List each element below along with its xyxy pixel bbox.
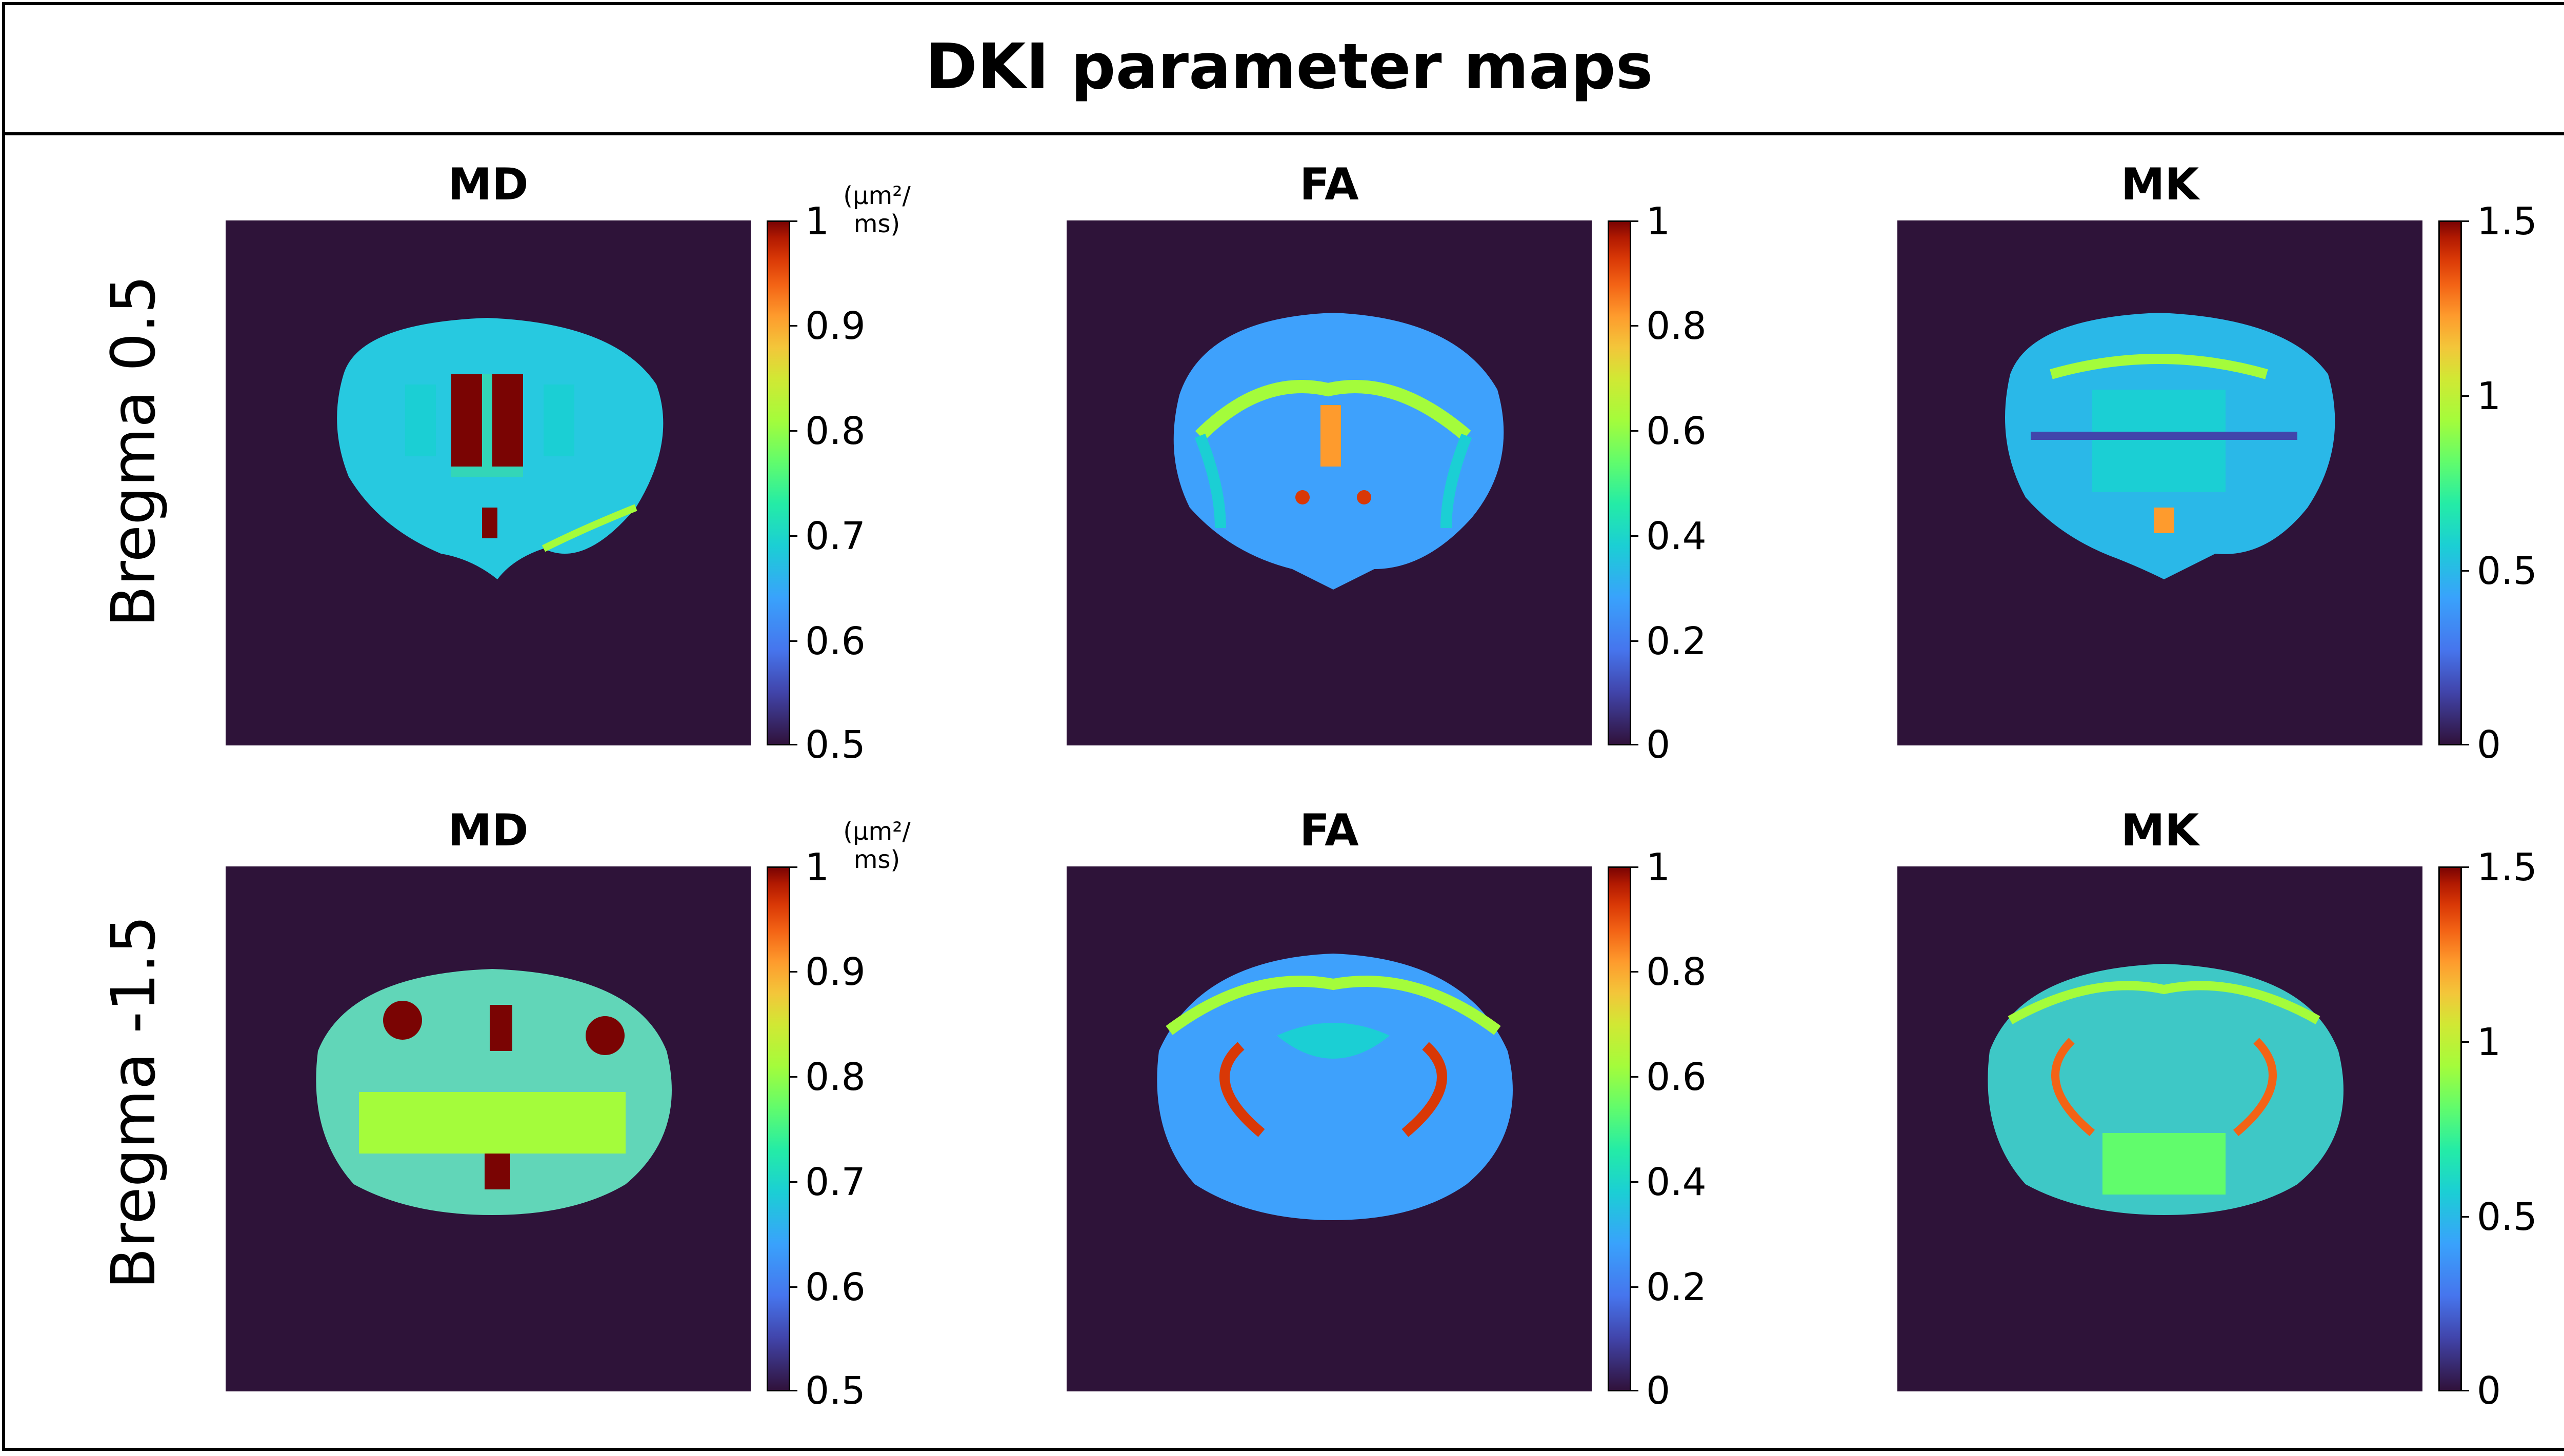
- md-unit-bottom-row2: ms): [853, 845, 900, 874]
- md-tick-label-row2: 0.8: [805, 1055, 866, 1099]
- fa-tick-label-row2: 0.6: [1646, 1055, 1707, 1099]
- panel-title-md-row2: MD: [448, 805, 529, 856]
- md-tick-label-row1: 0.8: [805, 409, 866, 453]
- fa-tick-label-row2: 0.8: [1646, 950, 1707, 994]
- md-brain-slice-row1: [226, 220, 751, 745]
- md-unit-top-row2: (μm²/: [843, 817, 911, 846]
- md-tick-label-row1: 1: [805, 199, 830, 244]
- md-tick-label-row2: 0.6: [805, 1265, 866, 1309]
- fa-tick-label-row2: 0.2: [1646, 1265, 1707, 1309]
- md-colorbar-row2: [767, 866, 790, 1391]
- fa-tick-label-row1: 0.2: [1646, 619, 1707, 663]
- panel-title-fa-row1: FA: [1299, 159, 1359, 210]
- md-tick-label-row2: 0.9: [805, 950, 866, 994]
- md-tick-label-row2: 0.5: [805, 1369, 866, 1413]
- fa-tick-label-row1: 0: [1646, 723, 1671, 767]
- fa-tick-label-row1: 0.8: [1646, 304, 1707, 348]
- fa-tick-label-row2: 1: [1646, 845, 1671, 889]
- panel-title-mk-row2: MK: [2120, 805, 2199, 856]
- md-tick-label-row1: 0.9: [805, 304, 866, 348]
- md-colorbar-row1: [767, 220, 790, 745]
- fa-map-row1: [1067, 220, 1592, 745]
- fa-colorbar-row2: [1608, 866, 1631, 1391]
- fa-tick-label-row2: 0.4: [1646, 1160, 1707, 1204]
- md-unit-bottom-row1: ms): [853, 210, 900, 238]
- mk-tick-label-row1: 0: [2477, 723, 2501, 767]
- md-unit-top-row1: (μm²/: [843, 181, 911, 210]
- mk-tick-label-row2: 0: [2477, 1369, 2501, 1413]
- mk-tick-label-row2: 1: [2477, 1020, 2501, 1064]
- md-map-row2: [226, 866, 751, 1391]
- mk-brain-slice-row2: [1897, 866, 2422, 1391]
- md-tick-label-row2: 0.7: [805, 1160, 866, 1204]
- mk-map-row1: [1897, 220, 2422, 745]
- fa-colorbar-row1: [1608, 220, 1631, 745]
- panel-title-fa-row2: FA: [1299, 805, 1359, 856]
- mk-brain-slice-row1: [1897, 220, 2422, 745]
- mk-colorbar-row2: [2438, 866, 2462, 1391]
- fa-tick-label-row1: 1: [1646, 199, 1671, 244]
- md-tick-label-row1: 0.6: [805, 619, 866, 663]
- md-tick-label-row2: 1: [805, 845, 830, 889]
- md-brain-slice-row2: [226, 866, 751, 1391]
- fa-brain-slice-row1: [1067, 220, 1592, 745]
- title-divider: [2, 132, 2564, 135]
- fa-map-row2: [1067, 866, 1592, 1391]
- md-tick-label-row1: 0.7: [805, 514, 866, 558]
- fa-tick-label-row2: 0: [1646, 1369, 1671, 1413]
- row-label-bregma-minus-1-5: Bregma -1.5: [98, 915, 169, 1289]
- md-tick-label-row1: 0.5: [805, 723, 866, 767]
- mk-tick-label-row2: 1.5: [2477, 845, 2537, 889]
- row-label-bregma-0-5: Bregma 0.5: [98, 275, 169, 628]
- mk-map-row2: [1897, 866, 2422, 1391]
- mk-tick-label-row1: 1: [2477, 374, 2501, 418]
- figure-title: DKI parameter maps: [925, 30, 1653, 103]
- mk-tick-label-row2: 0.5: [2477, 1195, 2537, 1239]
- fa-brain-slice-row2: [1067, 866, 1592, 1391]
- mk-tick-label-row1: 0.5: [2477, 549, 2537, 593]
- mk-tick-label-row1: 1.5: [2477, 199, 2537, 244]
- panel-title-mk-row1: MK: [2120, 159, 2199, 210]
- md-map-row1: [226, 220, 751, 745]
- fa-tick-label-row1: 0.6: [1646, 409, 1707, 453]
- mk-colorbar-row1: [2438, 220, 2462, 745]
- fa-tick-label-row1: 0.4: [1646, 514, 1707, 558]
- panel-title-md-row1: MD: [448, 159, 529, 210]
